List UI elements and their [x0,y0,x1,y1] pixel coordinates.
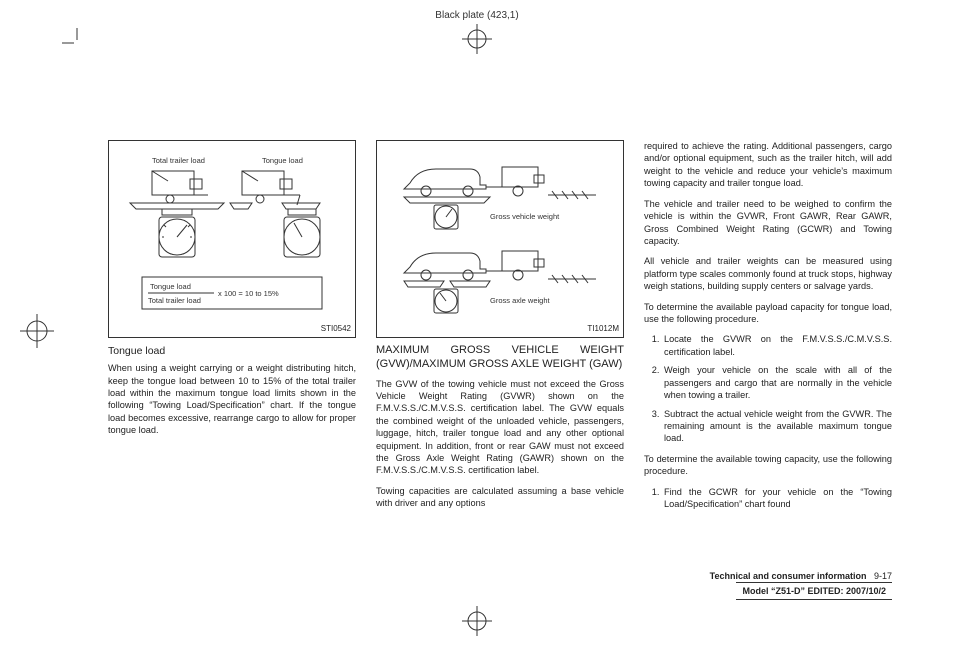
payload-steps: Locate the GVWR on the F.M.V.S.S./C.M.V.… [662,333,892,444]
registration-mark-icon [462,606,492,636]
tongue-load-heading: Tongue load [108,344,356,358]
col3-p1: required to achieve the rating. Addition… [644,140,892,190]
page-number: 9-17 [874,571,892,581]
fig1-label-tongue: Tongue load [262,156,303,165]
fig2-label-gaw: Gross axle weight [490,296,551,305]
gvw-p1: The GVW of the towing vehicle must not e… [376,378,624,477]
gvw-p2: Towing capacities are calculated assumin… [376,485,624,510]
fig1-equation: x 100 = 10 to 15% [218,289,279,298]
list-item: Subtract the actual vehicle weight from … [662,408,892,445]
col3-p5: To determine the available towing capaci… [644,453,892,478]
gvw-gaw-diagram-icon: Gross vehicle weight Gro [385,151,615,323]
edition-bar: Model “Z51-D” EDITED: 2007/10/2 [736,582,892,600]
list-item: Find the GCWR for your vehicle on the “T… [662,486,892,511]
col3-p2: The vehicle and trailer need to be weigh… [644,198,892,248]
figure-gvw-gaw: Gross vehicle weight Gro [376,140,624,338]
plate-label: Black plate (423,1) [435,10,518,21]
column-3: required to achieve the rating. Addition… [644,140,892,600]
col3-p4: To determine the available payload capac… [644,301,892,326]
list-item: Weigh your vehicle on the scale with all… [662,364,892,401]
fig1-frac-top: Tongue load [150,282,191,291]
figure-tongue-load: Total trailer load Tongue load [108,140,356,338]
column-2: Gross vehicle weight Gro [376,140,624,600]
registration-mark-icon [462,24,492,54]
figure-code: STI0542 [321,324,351,335]
list-item: Locate the GVWR on the F.M.V.S.S./C.M.V.… [662,333,892,358]
section-footer: Technical and consumer information 9-17 [710,570,892,582]
towing-steps: Find the GCWR for your vehicle on the “T… [662,486,892,511]
fig1-label-total: Total trailer load [152,156,205,165]
tongue-load-diagram-icon: Total trailer load Tongue load [117,151,347,321]
crop-mark-icon [62,28,92,58]
registration-mark-icon [20,314,54,348]
fig2-label-gvw: Gross vehicle weight [490,212,560,221]
column-1: Total trailer load Tongue load [108,140,356,600]
tongue-load-body: When using a weight carrying or a weight… [108,362,356,437]
figure-code: TI1012M [587,324,619,335]
col3-p3: All vehicle and trailer weights can be m… [644,255,892,292]
page: Black plate (423,1) Total trailer load [0,0,954,660]
content-columns: Total trailer load Tongue load [108,140,892,600]
section-label: Technical and consumer information [710,571,867,581]
fig1-frac-bot: Total trailer load [148,296,201,305]
gvw-gaw-heading: MAXIMUM GROSS VEHICLE WEIGHT (GVW)/MAXIM… [376,344,624,372]
edition-text: Model “Z51-D” EDITED: 2007/10/2 [742,586,886,596]
